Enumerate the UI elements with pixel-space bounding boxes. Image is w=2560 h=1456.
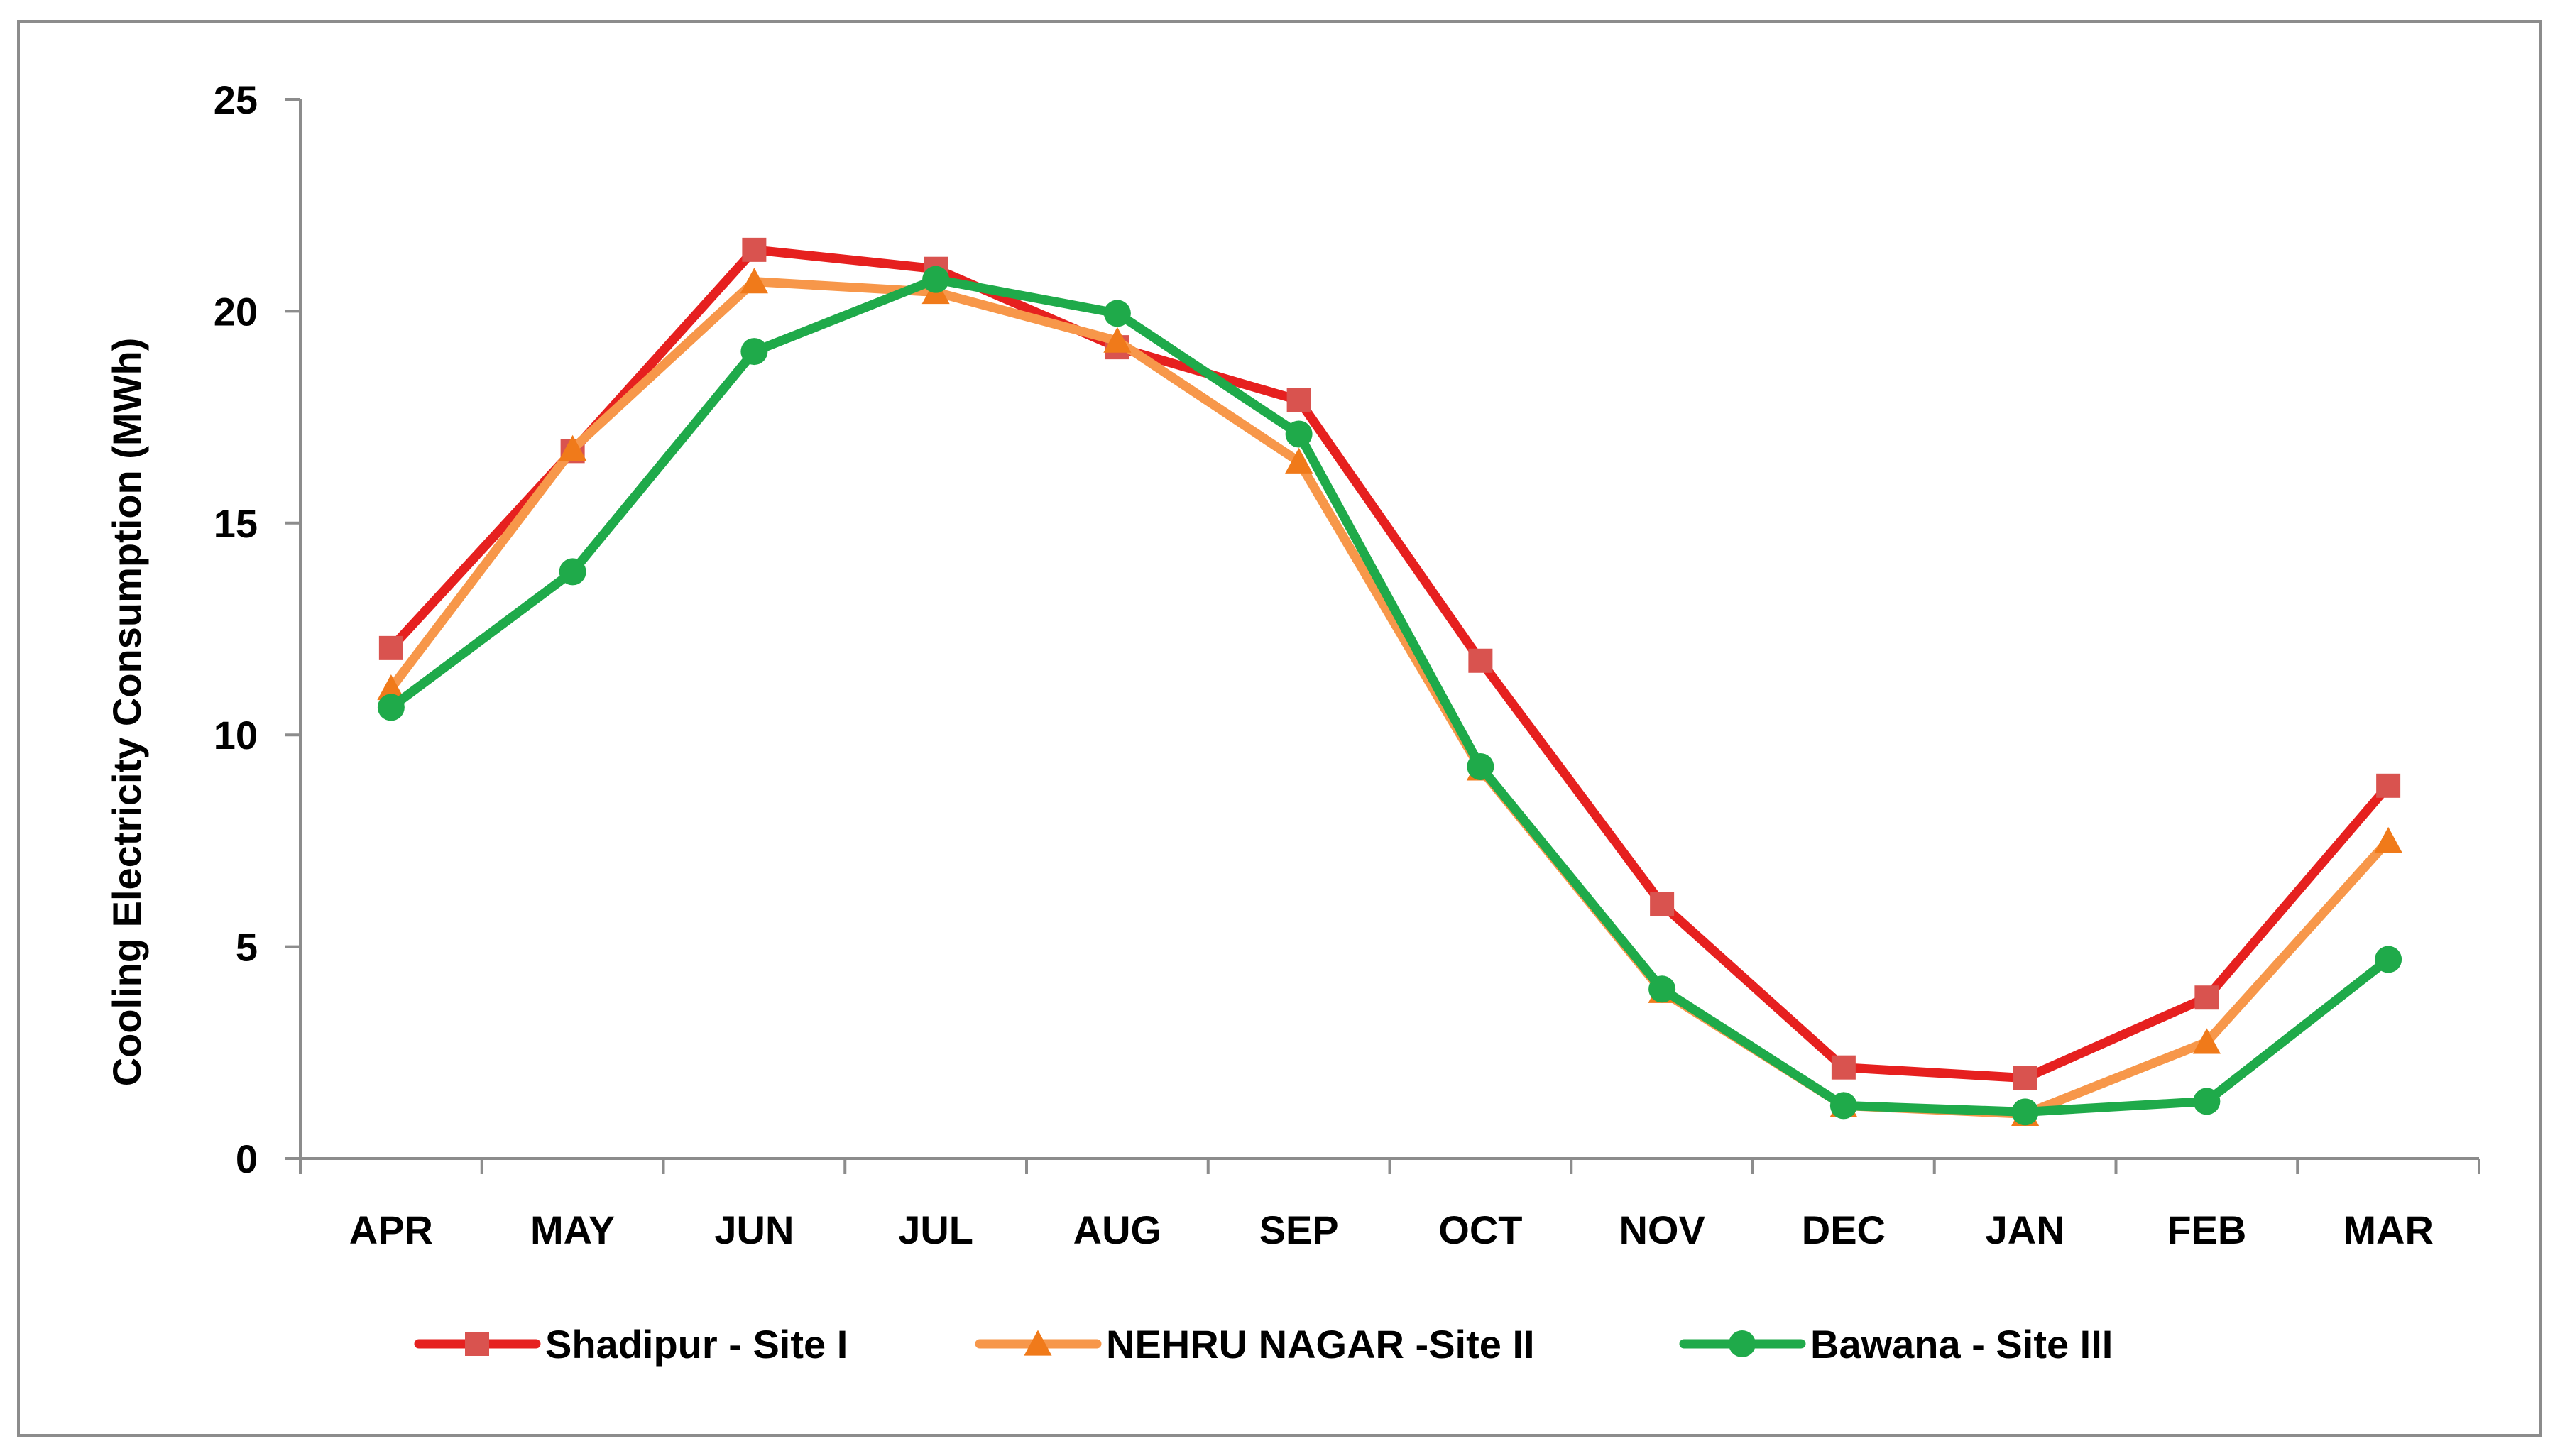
legend-item-2: NEHRU NAGAR -Site II	[975, 1322, 1535, 1367]
data-point	[1831, 1055, 1856, 1080]
x-tick-label: NOV	[1619, 1208, 1705, 1252]
data-point	[1650, 892, 1675, 916]
data-point	[2013, 1066, 2037, 1090]
data-point	[377, 674, 405, 701]
data-point	[1467, 752, 1494, 780]
data-point	[1103, 327, 1132, 353]
legend: Shadipur - Site I NEHRU NAGAR -Site II Baw…	[414, 1322, 2113, 1367]
y-axis-title: Cooling Electricity Consumption (MWh)	[104, 338, 149, 1087]
series-line	[386, 275, 2393, 1117]
legend-label: Bawana - Site III	[1810, 1322, 2113, 1367]
series-line	[386, 277, 2393, 1119]
data-point	[1285, 420, 1313, 448]
data-point	[2193, 1088, 2221, 1115]
data-point	[2376, 773, 2401, 798]
data-point	[559, 558, 586, 586]
data-point	[1829, 1092, 1857, 1120]
data-point	[2375, 946, 2402, 973]
x-tick-label: MAR	[2343, 1208, 2434, 1252]
legend-item-3: Bawana - Site III	[1679, 1322, 2113, 1367]
legend-marker	[1729, 1330, 1756, 1357]
legend-marker	[465, 1332, 489, 1356]
x-tick-label: APR	[349, 1208, 433, 1252]
y-tick-label: 25	[214, 77, 258, 122]
y-tick-label: 20	[214, 289, 258, 334]
x-tick-label: JUN	[714, 1208, 794, 1252]
data-point	[740, 338, 768, 366]
data-point	[1103, 300, 1131, 327]
data-point	[740, 268, 768, 294]
data-point	[2374, 826, 2402, 853]
series-layer	[377, 237, 2402, 1126]
data-point	[2192, 1028, 2221, 1054]
series-3	[377, 266, 2402, 1126]
axes: 0 5 10 15 20 25 APR MAY JUN JUL AUG SEP OCT NOV DEC JAN…	[214, 77, 2480, 1252]
x-tick-label: DEC	[1802, 1208, 1886, 1252]
data-point	[377, 694, 405, 721]
data-point	[1286, 388, 1311, 412]
legend-label: NEHRU NAGAR -Site II	[1106, 1322, 1535, 1367]
y-tick-label: 5	[236, 925, 258, 970]
x-tick-label: JAN	[1986, 1208, 2065, 1252]
series-line	[386, 245, 2393, 1083]
data-point	[922, 266, 950, 293]
legend-label: Shadipur - Site I	[545, 1322, 848, 1367]
x-tick-label: FEB	[2167, 1208, 2246, 1252]
x-tick-label: OCT	[1438, 1208, 1522, 1252]
y-tick-label: 10	[214, 713, 258, 757]
data-point	[2194, 985, 2219, 1010]
x-tick-label: JUL	[898, 1208, 973, 1252]
data-point	[559, 434, 587, 461]
data-point	[1648, 975, 1676, 1003]
y-tick-label: 0	[236, 1137, 258, 1181]
legend-marker	[1024, 1330, 1052, 1356]
data-point	[2011, 1098, 2039, 1126]
data-point	[1285, 447, 1313, 474]
data-point	[1468, 648, 1493, 673]
chart-border	[17, 20, 2542, 1437]
data-point	[378, 635, 403, 660]
x-tick-label: MAY	[530, 1208, 615, 1252]
data-point	[742, 237, 767, 262]
y-tick-label: 15	[214, 501, 258, 546]
legend-item-1: Shadipur - Site I	[414, 1322, 848, 1367]
x-tick-label: SEP	[1259, 1208, 1339, 1252]
x-tick-label: AUG	[1073, 1208, 1161, 1252]
